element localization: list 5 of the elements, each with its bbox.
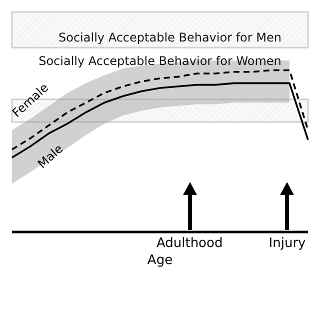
- text: Socially Acceptable Behavior for Women: [38, 54, 282, 68]
- text: Adulthood: [155, 236, 224, 251]
- band-label: Socially Acceptable Behavior for Men: [58, 30, 282, 45]
- x-axis-title: Age: [147, 253, 173, 268]
- text: Injury: [268, 236, 307, 251]
